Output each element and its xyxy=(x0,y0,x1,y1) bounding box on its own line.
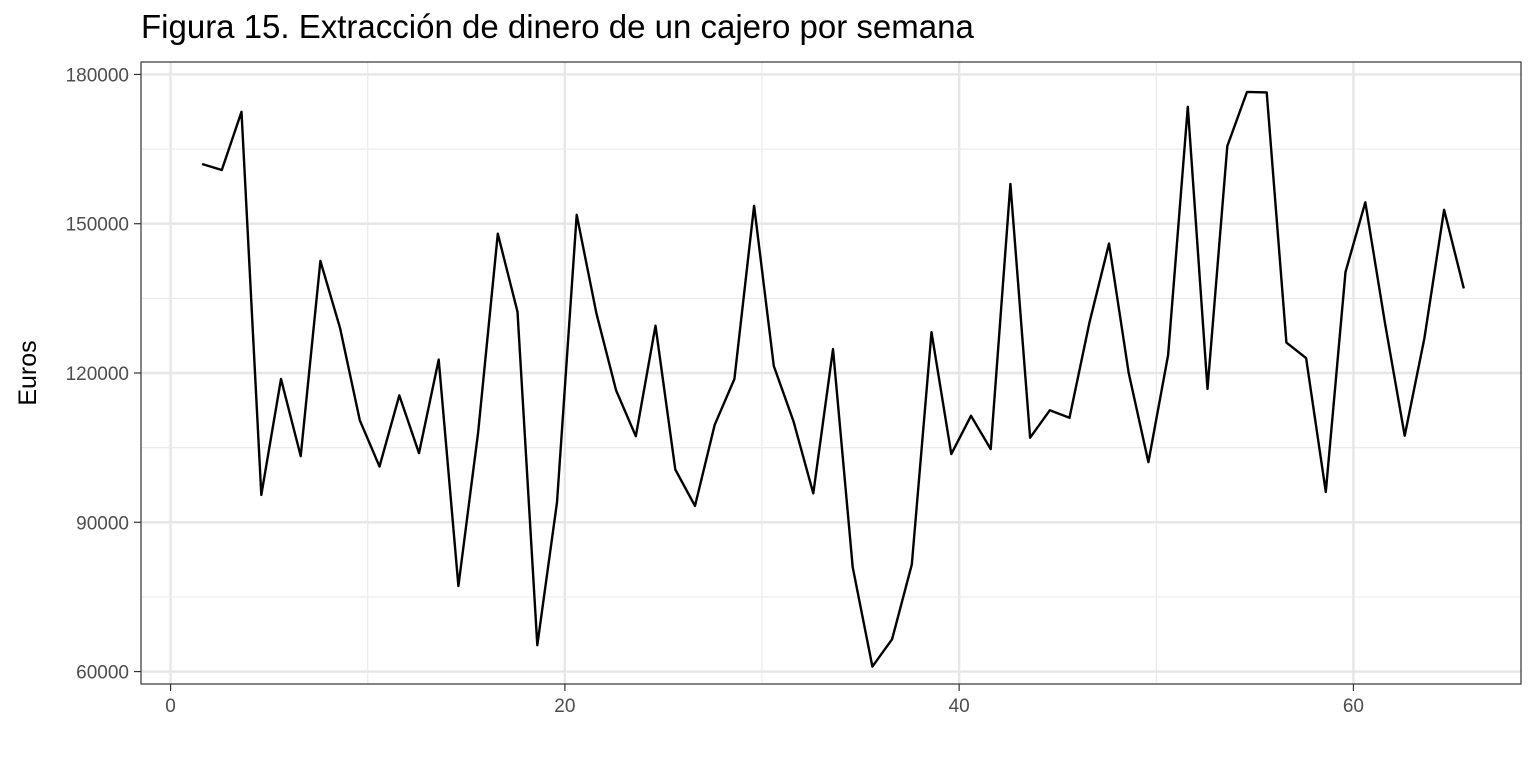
data-point xyxy=(1286,342,1287,343)
data-point xyxy=(1128,372,1129,373)
data-point xyxy=(517,311,518,312)
data-point xyxy=(399,395,400,396)
data-point xyxy=(497,233,498,234)
data-point xyxy=(616,390,617,391)
y-tick-label: 120000 xyxy=(66,364,129,385)
y-axis-title: Euros xyxy=(14,340,42,405)
data-point xyxy=(1207,388,1208,389)
data-point xyxy=(793,421,794,422)
x-tick-label: 60 xyxy=(1343,696,1364,717)
data-point xyxy=(280,378,281,379)
data-point xyxy=(990,449,991,450)
y-axis: 60000 90000 120000 150000 180000 xyxy=(66,65,141,684)
data-point xyxy=(694,505,695,506)
data-point xyxy=(832,349,833,350)
data-point xyxy=(1345,271,1346,272)
data-point xyxy=(300,456,301,457)
data-point xyxy=(773,365,774,366)
data-point xyxy=(1187,106,1188,107)
x-tick-label: 40 xyxy=(949,696,970,717)
y-tick-label: 60000 xyxy=(76,663,129,684)
data-point xyxy=(635,436,636,437)
data-point xyxy=(675,469,676,470)
data-point xyxy=(261,494,262,495)
data-point xyxy=(458,585,459,586)
data-point xyxy=(340,328,341,329)
data-point xyxy=(1325,491,1326,492)
data-point xyxy=(1168,355,1169,356)
data-point xyxy=(438,359,439,360)
data-point xyxy=(1266,92,1267,93)
data-point xyxy=(1306,358,1307,359)
data-point xyxy=(1404,435,1405,436)
data-point xyxy=(596,313,597,314)
data-point xyxy=(970,415,971,416)
data-point xyxy=(478,432,479,433)
data-point xyxy=(951,454,952,455)
data-point xyxy=(931,332,932,333)
y-tick-label: 180000 xyxy=(66,65,129,86)
data-point xyxy=(320,260,321,261)
data-point xyxy=(537,645,538,646)
data-point xyxy=(1089,323,1090,324)
data-point xyxy=(1246,91,1247,92)
series-line-0 xyxy=(201,90,1465,668)
data-point xyxy=(872,666,873,667)
data-point xyxy=(379,466,380,467)
major-gridlines xyxy=(141,62,1521,684)
data-point xyxy=(754,205,755,206)
data-point xyxy=(852,567,853,568)
data-point xyxy=(1010,183,1011,184)
data-point xyxy=(714,424,715,425)
x-tick-label: 20 xyxy=(554,696,575,717)
data-point xyxy=(1424,338,1425,339)
data-point xyxy=(1069,417,1070,418)
series-layer xyxy=(201,90,1465,668)
data-point xyxy=(1365,202,1366,203)
data-point xyxy=(1227,146,1228,147)
data-point xyxy=(813,493,814,494)
data-point xyxy=(202,163,203,164)
data-point xyxy=(911,564,912,565)
data-point xyxy=(734,378,735,379)
chart-title: Figura 15. Extracción de dinero de un ca… xyxy=(141,8,974,45)
data-point xyxy=(221,169,222,170)
data-point xyxy=(556,502,557,503)
data-point xyxy=(1108,243,1109,244)
data-point xyxy=(576,214,577,215)
y-tick-label: 90000 xyxy=(76,513,129,534)
data-point xyxy=(241,111,242,112)
data-point xyxy=(418,453,419,454)
data-point xyxy=(1384,323,1385,324)
data-point xyxy=(1444,209,1445,210)
data-point xyxy=(892,639,893,640)
data-point xyxy=(1030,437,1031,438)
data-point xyxy=(1049,410,1050,411)
y-tick-label: 150000 xyxy=(66,215,129,236)
data-point xyxy=(655,325,656,326)
x-axis: 0 20 40 60 xyxy=(165,684,1364,717)
x-tick-label: 0 xyxy=(165,696,176,717)
data-point xyxy=(1148,462,1149,463)
data-point xyxy=(1463,288,1464,289)
data-point xyxy=(359,420,360,421)
